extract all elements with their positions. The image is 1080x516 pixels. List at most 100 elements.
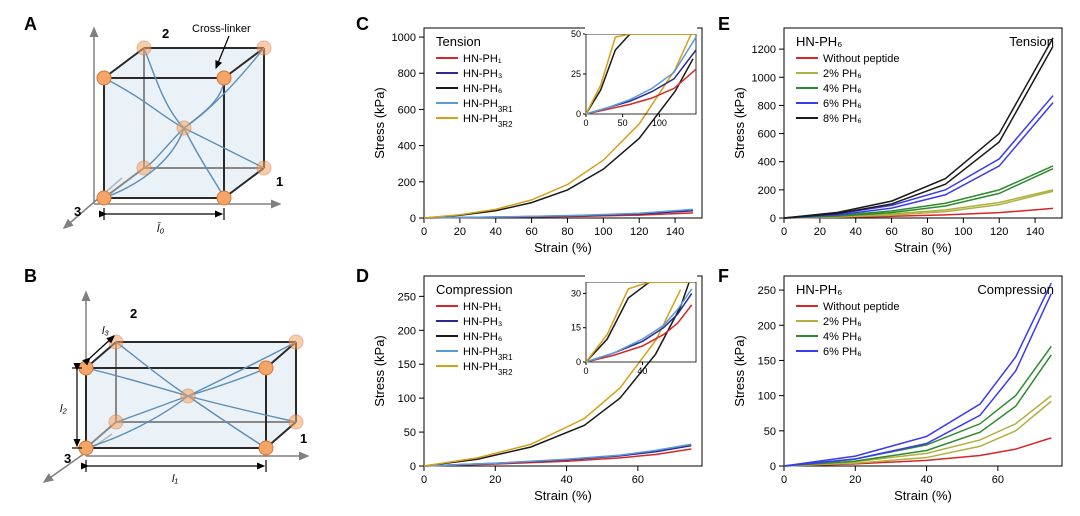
chart-f: 0204060050100150200250Strain (%)Stress (… [730,266,1070,506]
diagram-b: 2 1 3 l₁ l₂ l₃ [30,278,330,498]
svg-text:40: 40 [490,226,502,238]
svg-text:Stress (kPa): Stress (kPa) [732,335,747,407]
svg-text:200: 200 [398,177,416,189]
svg-text:800: 800 [758,100,776,112]
svg-text:0: 0 [583,366,588,376]
l0-label: l̄₀ [157,222,164,235]
svg-text:50: 50 [764,426,776,438]
svg-text:0: 0 [576,357,581,367]
chart-d: 0204060050100150200250Strain (%)Stress (… [370,266,710,506]
svg-text:30: 30 [571,288,581,298]
svg-text:40: 40 [637,366,647,376]
svg-text:1200: 1200 [752,44,776,56]
svg-text:Strain (%): Strain (%) [894,488,952,503]
svg-text:Stress (kPa): Stress (kPa) [372,87,387,159]
svg-text:50: 50 [618,118,628,128]
svg-text:1000: 1000 [392,32,416,44]
svg-text:100: 100 [954,226,972,238]
svg-text:Stress (kPa): Stress (kPa) [372,335,387,407]
svg-text:8% PH₆: 8% PH₆ [823,113,862,125]
svg-text:100: 100 [594,226,612,238]
svg-text:50: 50 [571,29,581,39]
svg-text:Stress (kPa): Stress (kPa) [732,87,747,159]
svg-text:1: 1 [300,431,307,446]
svg-text:600: 600 [758,129,776,141]
svg-text:HN-PH3R2: HN-PH3R2 [463,361,513,377]
svg-text:200: 200 [758,320,776,332]
svg-text:6% PH₆: 6% PH₆ [823,98,862,110]
svg-text:120: 120 [990,226,1008,238]
panel-label-a: A [24,14,37,35]
svg-text:25: 25 [571,69,581,79]
svg-text:1000: 1000 [752,72,776,84]
svg-text:800: 800 [398,68,416,80]
svg-text:100: 100 [398,393,416,405]
axis3-label: 3 [74,204,81,219]
svg-text:0: 0 [770,461,776,473]
svg-text:600: 600 [398,104,416,116]
svg-text:0: 0 [410,461,416,473]
svg-text:l₁: l₁ [172,473,178,485]
svg-text:Tension: Tension [1009,34,1054,49]
svg-text:HN-PH₁: HN-PH₁ [463,301,502,313]
svg-text:Strain (%): Strain (%) [894,240,952,255]
svg-text:250: 250 [758,285,776,297]
svg-text:Strain (%): Strain (%) [534,488,592,503]
svg-text:Tension: Tension [436,34,481,49]
axis2-label: 2 [162,26,169,41]
svg-text:250: 250 [398,291,416,303]
chart-e: 020406080100120140020040060080010001200S… [730,18,1070,258]
svg-text:HN-PH₆: HN-PH₆ [796,34,842,49]
svg-text:4% PH₆: 4% PH₆ [823,83,862,95]
panel-label-c: C [356,14,369,35]
svg-text:60: 60 [992,474,1004,486]
svg-text:0: 0 [781,226,787,238]
svg-text:0: 0 [583,118,588,128]
svg-text:Compression: Compression [436,282,513,297]
diagram-a: 2 1 3 Cross-linker l̄₀ [44,18,324,248]
svg-text:40: 40 [560,474,572,486]
svg-text:20: 20 [814,226,826,238]
panel-label-d: D [356,266,369,287]
svg-text:200: 200 [398,325,416,337]
svg-text:140: 140 [1026,226,1044,238]
chart-c: 02040608010012014002004006008001000Strai… [370,18,710,258]
svg-text:HN-PH₆: HN-PH₆ [463,331,502,343]
svg-text:HN-PH3R1: HN-PH3R1 [463,346,513,362]
svg-text:200: 200 [758,185,776,197]
svg-text:80: 80 [921,226,933,238]
svg-text:HN-PH₆: HN-PH₆ [796,282,842,297]
svg-text:4% PH₆: 4% PH₆ [823,331,862,343]
svg-text:15: 15 [571,323,581,333]
svg-text:HN-PH3R2: HN-PH3R2 [463,113,513,129]
svg-text:2% PH₆: 2% PH₆ [823,316,862,328]
svg-text:Without peptide: Without peptide [823,301,899,313]
svg-text:l₂: l₂ [60,403,67,415]
svg-text:140: 140 [666,226,684,238]
svg-text:120: 120 [630,226,648,238]
svg-text:60: 60 [632,474,644,486]
svg-text:0: 0 [421,226,427,238]
svg-text:Strain (%): Strain (%) [534,240,592,255]
svg-text:100: 100 [652,118,667,128]
svg-text:60: 60 [525,226,537,238]
svg-text:50: 50 [404,427,416,439]
svg-text:2% PH₆: 2% PH₆ [823,68,862,80]
svg-text:60: 60 [885,226,897,238]
svg-text:0: 0 [576,109,581,119]
svg-text:400: 400 [758,157,776,169]
svg-text:3: 3 [64,451,71,466]
svg-text:0: 0 [770,213,776,225]
svg-text:150: 150 [398,359,416,371]
svg-text:40: 40 [920,474,932,486]
svg-text:HN-PH₆: HN-PH₆ [463,83,502,95]
svg-text:HN-PH₃: HN-PH₃ [463,68,502,80]
svg-text:150: 150 [758,355,776,367]
svg-text:20: 20 [489,474,501,486]
svg-text:80: 80 [561,226,573,238]
svg-text:HN-PH₃: HN-PH₃ [463,316,502,328]
svg-text:0: 0 [410,213,416,225]
panel-label-f: F [718,266,729,287]
svg-text:l₃: l₃ [102,325,109,337]
svg-text:Without peptide: Without peptide [823,53,899,65]
